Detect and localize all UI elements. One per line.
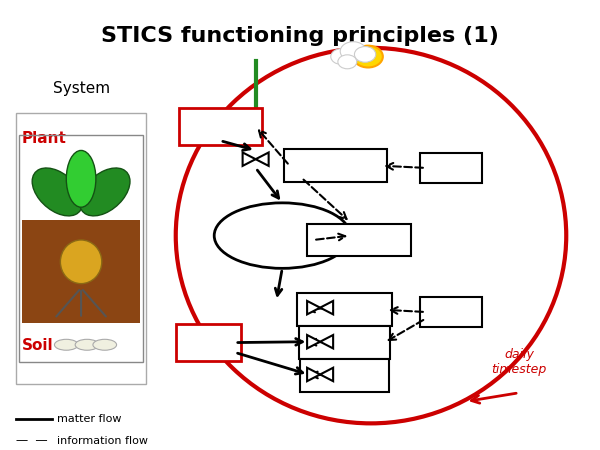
Polygon shape <box>320 301 333 315</box>
FancyBboxPatch shape <box>300 359 389 392</box>
Text: Stress: Stress <box>431 162 470 175</box>
Text: Soil: Soil <box>22 338 53 354</box>
Polygon shape <box>307 301 320 315</box>
Text: respiration: respiration <box>311 303 378 316</box>
Ellipse shape <box>32 168 83 216</box>
FancyBboxPatch shape <box>420 153 482 183</box>
Circle shape <box>331 49 352 64</box>
Polygon shape <box>307 368 320 381</box>
Text: Stress: Stress <box>431 306 470 319</box>
Polygon shape <box>320 335 333 348</box>
Polygon shape <box>242 153 256 166</box>
FancyBboxPatch shape <box>22 220 140 323</box>
FancyBboxPatch shape <box>307 224 411 256</box>
Text: daily
timestep: daily timestep <box>491 348 547 376</box>
Circle shape <box>338 55 357 69</box>
Text: STICS functioning principles (1): STICS functioning principles (1) <box>101 26 499 46</box>
Text: information flow: information flow <box>58 436 148 446</box>
Ellipse shape <box>80 168 130 216</box>
Text: photosynthesis: photosynthesis <box>288 159 383 172</box>
FancyBboxPatch shape <box>299 326 390 359</box>
Ellipse shape <box>214 203 350 268</box>
FancyBboxPatch shape <box>176 324 241 361</box>
Circle shape <box>353 45 383 68</box>
Ellipse shape <box>66 150 96 207</box>
Circle shape <box>340 42 366 61</box>
Text: organs
distribution: organs distribution <box>247 221 318 250</box>
FancyBboxPatch shape <box>16 113 146 384</box>
Text: senescence: senescence <box>308 336 381 349</box>
Text: development: development <box>318 234 400 247</box>
Polygon shape <box>320 368 333 381</box>
FancyBboxPatch shape <box>284 149 387 182</box>
Text: sink: sink <box>193 336 224 350</box>
FancyBboxPatch shape <box>179 108 262 145</box>
Circle shape <box>355 46 376 62</box>
Ellipse shape <box>61 240 102 284</box>
Text: System: System <box>53 81 110 96</box>
Polygon shape <box>256 153 269 166</box>
Ellipse shape <box>55 339 78 350</box>
Text: absorption: absorption <box>311 369 377 382</box>
FancyBboxPatch shape <box>297 293 392 326</box>
Ellipse shape <box>75 339 99 350</box>
Text: Plant: Plant <box>22 131 67 146</box>
Text: matter flow: matter flow <box>58 414 122 424</box>
Ellipse shape <box>93 339 116 350</box>
Polygon shape <box>307 335 320 348</box>
FancyBboxPatch shape <box>420 297 482 327</box>
Text: sources: sources <box>190 119 250 134</box>
